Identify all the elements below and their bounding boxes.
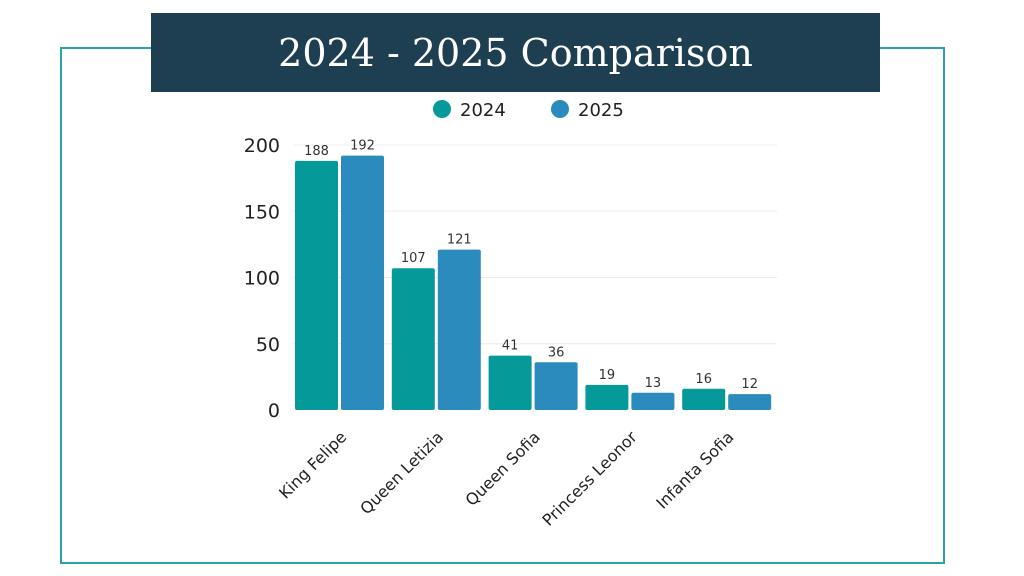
y-tick-label: 50 bbox=[256, 334, 280, 356]
y-tick-label: 200 bbox=[244, 135, 280, 157]
bar-2024 bbox=[488, 355, 532, 410]
bar-2024 bbox=[585, 384, 629, 410]
x-tick-label: Princess Leonor bbox=[538, 427, 641, 530]
chart-title: 2024 - 2025 Comparison bbox=[278, 30, 753, 75]
bar-2025 bbox=[341, 155, 384, 410]
bar-2024 bbox=[682, 388, 726, 410]
data-label: 188 bbox=[304, 144, 329, 159]
bar-2024 bbox=[295, 160, 338, 410]
legend-marker-icon bbox=[433, 100, 451, 118]
y-tick-label: 0 bbox=[268, 400, 280, 422]
data-label: 41 bbox=[502, 339, 519, 354]
x-tick-label: Queen Sofia bbox=[462, 427, 544, 509]
bar-2025 bbox=[534, 362, 578, 410]
bar-2025 bbox=[631, 392, 675, 410]
data-label: 13 bbox=[645, 376, 662, 391]
data-label: 16 bbox=[695, 372, 712, 387]
legend-marker-icon bbox=[551, 100, 569, 118]
data-label: 121 bbox=[447, 233, 472, 248]
data-label: 192 bbox=[350, 139, 375, 154]
title-banner: 2024 - 2025 Comparison bbox=[151, 13, 880, 92]
x-tick-label: Queen Letizia bbox=[356, 427, 447, 518]
bar-2025 bbox=[437, 249, 481, 410]
bar-2025 bbox=[728, 394, 772, 410]
x-tick-label: Infanta Sofia bbox=[652, 427, 737, 512]
legend-label: 2024 bbox=[460, 100, 506, 121]
data-label: 19 bbox=[599, 368, 616, 383]
legend-label: 2025 bbox=[578, 100, 624, 121]
y-tick-label: 150 bbox=[244, 201, 280, 223]
data-label: 107 bbox=[401, 251, 426, 266]
bar-2024 bbox=[391, 268, 435, 410]
data-label: 12 bbox=[741, 377, 758, 392]
data-label: 36 bbox=[548, 345, 565, 360]
x-tick-label: King Felipe bbox=[275, 427, 350, 502]
y-tick-label: 100 bbox=[244, 268, 280, 290]
